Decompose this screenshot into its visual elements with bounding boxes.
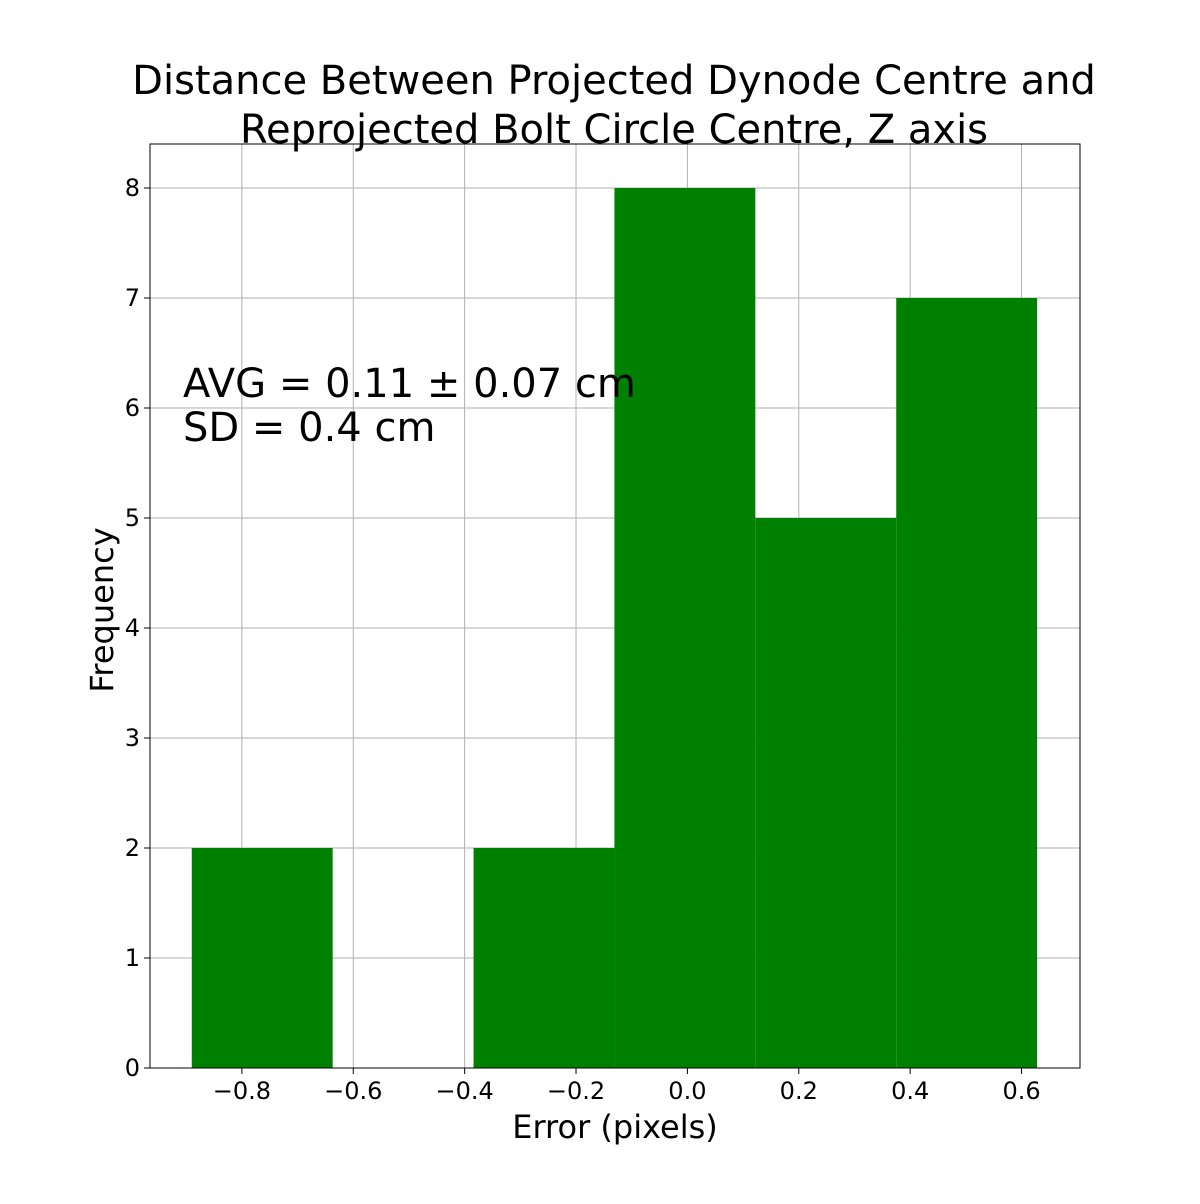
x-tick-label: −0.4 <box>436 1077 494 1105</box>
y-tick-label: 2 <box>125 834 140 862</box>
histogram-bar-2 <box>473 848 615 1068</box>
y-axis-label: Frequency <box>83 527 121 692</box>
y-tick-label: 8 <box>125 174 140 202</box>
x-tick-label: −0.8 <box>213 1077 271 1105</box>
bars <box>191 188 1038 1068</box>
x-tick-label: 0.4 <box>891 1077 929 1105</box>
x-tick-label: 0.2 <box>780 1077 818 1105</box>
y-tick-label: 4 <box>125 614 140 642</box>
y-tick-label: 6 <box>125 394 140 422</box>
x-tick-label: −0.6 <box>324 1077 382 1105</box>
x-tick-label: −0.2 <box>547 1077 605 1105</box>
histogram-bar-3 <box>614 188 756 1068</box>
y-tick-label: 5 <box>125 504 140 532</box>
x-axis-label: Error (pixels) <box>512 1108 718 1146</box>
histogram-bar-5 <box>896 298 1038 1068</box>
chart-title-line-2: Reprojected Bolt Circle Centre, Z axis <box>240 107 988 153</box>
histogram-bar-0 <box>191 848 333 1068</box>
chart-title-line-1: Distance Between Projected Dynode Centre… <box>132 58 1096 104</box>
y-tick-label: 1 <box>125 944 140 972</box>
x-tick-label: 0.0 <box>668 1077 706 1105</box>
plot-frame <box>149 143 1081 1069</box>
y-tick-label: 7 <box>125 284 140 312</box>
histogram-bar-4 <box>755 518 897 1068</box>
annotation-sd: SD = 0.4 cm <box>183 405 435 451</box>
y-tick-label: 0 <box>125 1054 140 1082</box>
ticks: −0.8 −0.6 −0.4 −0.2 0.0 0.2 0.4 0.6 0 1 2 3 4 5 6 7 8 <box>125 174 1041 1105</box>
y-tick-label: 3 <box>125 724 140 752</box>
annotation-avg: AVG = 0.11 ± 0.07 cm <box>183 361 636 407</box>
x-tick-label: 0.6 <box>1002 1077 1040 1105</box>
